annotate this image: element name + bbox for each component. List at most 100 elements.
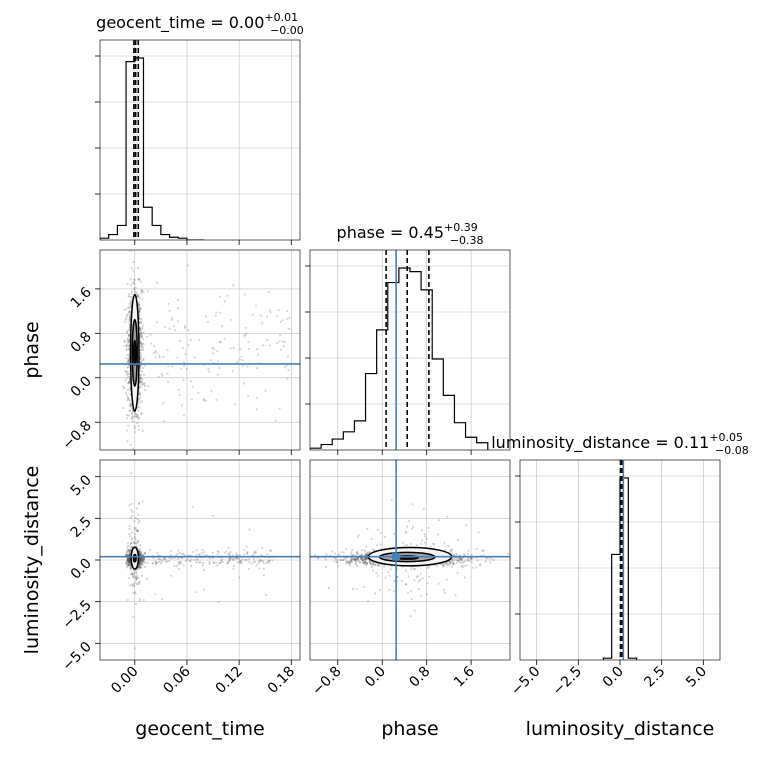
sample-point — [163, 557, 166, 560]
sample-point — [142, 554, 144, 557]
sample-point — [229, 557, 232, 560]
sample-point — [168, 560, 171, 563]
sample-point — [139, 559, 141, 562]
sample-point — [127, 557, 129, 560]
sample-point — [426, 582, 429, 585]
sample-point — [238, 554, 241, 557]
sample-point — [361, 560, 364, 563]
panel-frame-geocent_time — [99, 39, 301, 241]
sample-point — [251, 554, 254, 557]
sample-point — [128, 558, 131, 561]
sample-point — [144, 565, 146, 568]
sample-point — [258, 559, 261, 561]
sample-point — [416, 544, 419, 547]
sample-point — [195, 561, 198, 564]
sample-point — [377, 563, 380, 565]
sample-point — [133, 541, 136, 544]
sample-point — [366, 528, 369, 530]
sample-point — [125, 308, 128, 311]
sample-point — [138, 558, 141, 561]
sample-point — [345, 562, 348, 565]
x-tick-label: 5.0 — [683, 664, 710, 691]
sample-point — [141, 327, 144, 330]
sample-point — [133, 569, 135, 572]
sample-point — [152, 557, 155, 559]
sample-point — [436, 565, 439, 568]
sample-point — [140, 562, 143, 565]
sample-point — [140, 331, 143, 334]
sample-point — [137, 564, 140, 566]
sample-point — [138, 391, 141, 394]
sample-point — [450, 565, 453, 568]
sample-point — [198, 554, 201, 556]
sample-point — [138, 566, 141, 569]
sample-point — [146, 336, 148, 338]
sample-point — [137, 393, 140, 396]
sample-point — [360, 557, 363, 559]
sample-point — [374, 563, 377, 566]
sample-point — [221, 325, 223, 328]
sample-point — [220, 559, 223, 561]
sample-point — [278, 340, 281, 343]
sample-point — [178, 552, 181, 554]
sample-point — [128, 558, 131, 561]
sample-point — [393, 579, 396, 582]
sample-point — [141, 334, 144, 337]
sample-point — [139, 376, 142, 379]
sample-point — [420, 594, 422, 597]
sample-point — [138, 559, 141, 562]
sample-point — [137, 278, 140, 281]
sample-point — [450, 550, 453, 552]
sample-point — [137, 405, 139, 408]
sample-point — [128, 327, 131, 329]
sample-point — [366, 552, 369, 555]
sample-point — [138, 335, 141, 338]
sample-point — [129, 393, 132, 395]
sample-point — [158, 354, 160, 357]
x-tick-label: 1.6 — [451, 663, 478, 690]
sample-point — [262, 574, 265, 577]
sample-point — [138, 557, 141, 560]
sample-point — [126, 559, 128, 561]
sample-point — [141, 430, 144, 432]
sample-point — [183, 364, 186, 367]
sample-point — [128, 553, 131, 556]
sample-point — [354, 563, 357, 566]
sample-point — [481, 549, 484, 552]
sample-point — [203, 588, 205, 591]
sample-point — [138, 561, 141, 564]
sample-point — [190, 380, 192, 383]
sample-point — [231, 370, 234, 373]
sample-point — [442, 565, 444, 568]
sample-point — [458, 561, 461, 564]
sample-point — [139, 341, 142, 344]
sample-point — [127, 557, 130, 560]
sample-point — [449, 562, 452, 564]
sample-point — [360, 557, 363, 560]
sample-point — [352, 554, 355, 557]
sample-point — [127, 339, 130, 342]
sample-point — [129, 324, 131, 327]
sample-point — [366, 554, 369, 557]
sample-point — [125, 562, 128, 564]
sample-point — [139, 360, 142, 363]
sample-point — [455, 557, 458, 560]
sample-point — [130, 502, 133, 505]
sample-point — [365, 557, 368, 559]
sample-point — [355, 560, 358, 563]
sample-point — [133, 453, 135, 455]
sample-point — [425, 593, 428, 595]
sample-point — [349, 564, 352, 567]
sample-point — [133, 527, 136, 529]
hist-panel-luminosity_distance — [520, 460, 720, 660]
sample-point — [140, 566, 143, 569]
sample-point — [188, 559, 191, 562]
sample-point — [131, 515, 133, 517]
sample-point — [447, 560, 450, 563]
sample-point — [364, 557, 367, 559]
sample-point — [129, 567, 132, 569]
sample-point — [223, 337, 226, 340]
sample-point — [128, 381, 131, 383]
sample-point — [130, 402, 132, 405]
sample-point — [243, 335, 246, 337]
